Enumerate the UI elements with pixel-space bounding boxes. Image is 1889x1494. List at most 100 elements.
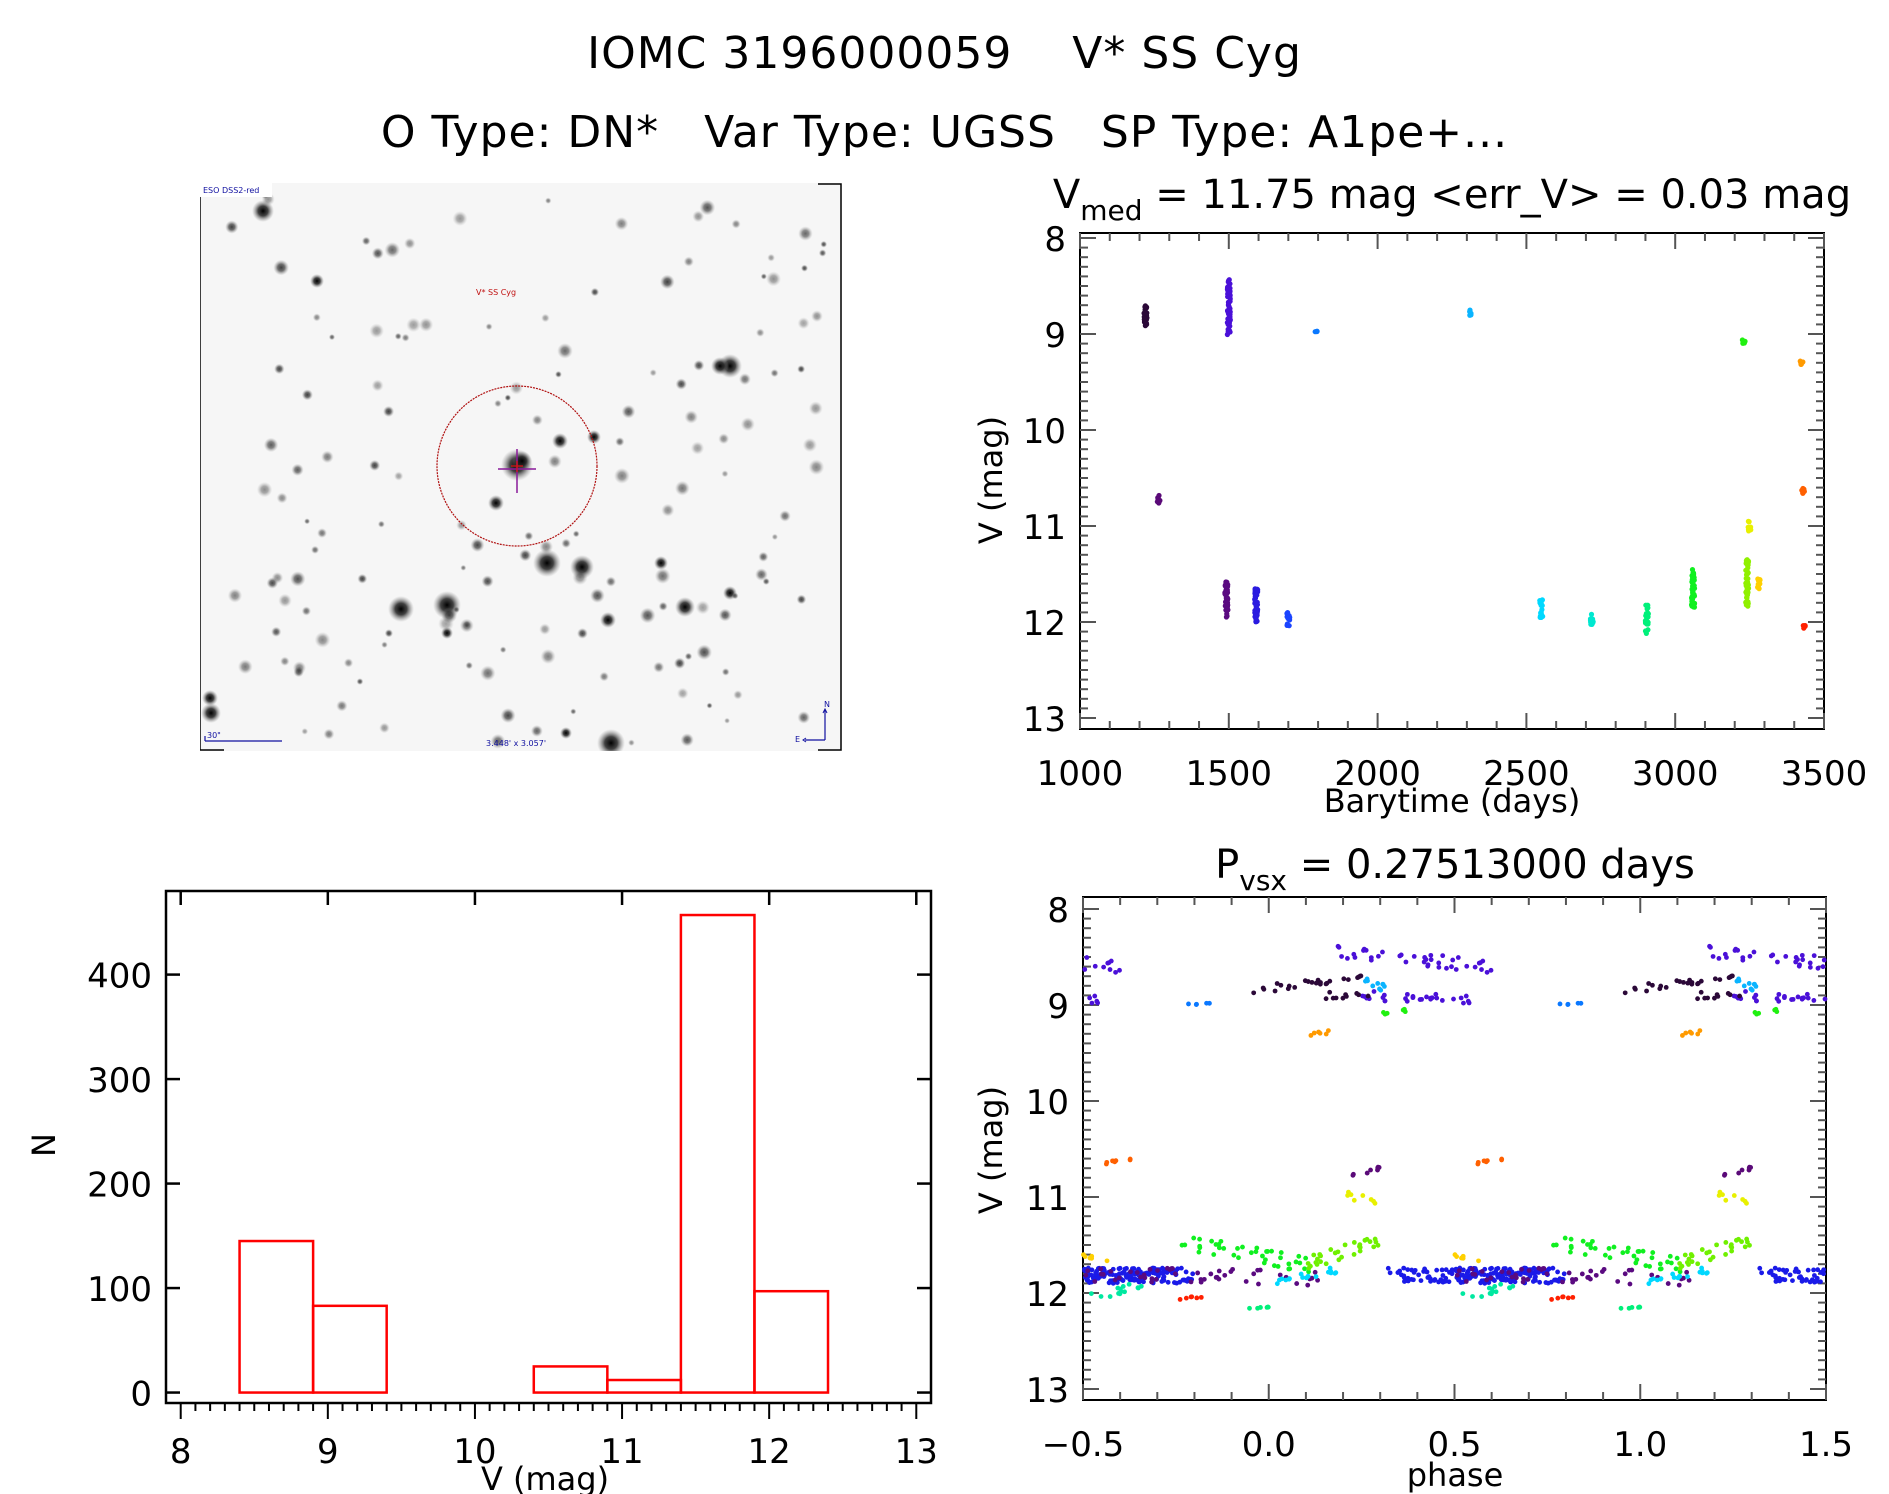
star: [613, 467, 630, 484]
phase-point: [1084, 955, 1090, 960]
phase-point: [1083, 1272, 1089, 1278]
star: [699, 199, 716, 216]
phase-point: [1490, 1289, 1496, 1294]
phase-point: [1124, 1274, 1129, 1280]
phase-point: [1798, 1274, 1803, 1280]
phase-point: [1368, 1167, 1373, 1173]
phase-point: [1705, 995, 1710, 1001]
data-point: [1744, 557, 1750, 563]
phase-point: [1112, 1279, 1118, 1285]
data-point: [1254, 618, 1260, 624]
phase-point: [1305, 1261, 1311, 1266]
phase-point: [1333, 995, 1339, 1001]
phase-point: [1375, 1164, 1381, 1170]
phase-point: [1159, 1279, 1165, 1284]
phase-point: [1526, 1268, 1532, 1273]
phase-point: [1588, 1245, 1594, 1251]
star: [530, 725, 543, 737]
data-point: [1755, 576, 1761, 582]
star: [554, 370, 562, 378]
star: [438, 615, 454, 632]
phase-point: [1569, 1277, 1575, 1282]
phase-point: [1524, 1271, 1530, 1276]
phase-point: [1402, 1009, 1408, 1015]
phase-point: [1426, 1274, 1432, 1280]
data-point: [1143, 321, 1150, 328]
data-point: [1224, 613, 1230, 619]
data-point: [1690, 571, 1697, 578]
data-point: [1743, 599, 1749, 605]
phase-point: [1803, 1278, 1809, 1283]
phase-point: [1087, 995, 1093, 1001]
star: [379, 722, 390, 734]
phase-point: [1136, 1266, 1141, 1272]
star: [470, 538, 485, 553]
phase-point: [1686, 1262, 1691, 1267]
phase-point: [1697, 1028, 1703, 1034]
phase-point: [1735, 995, 1741, 1001]
x-tick-label: 11: [600, 1432, 643, 1472]
phase-point: [1533, 1268, 1539, 1274]
data-point: [1143, 313, 1150, 319]
phase-point: [1351, 1252, 1357, 1257]
star: [547, 454, 562, 469]
phase-point: [1532, 1266, 1538, 1272]
phase-point: [1214, 1274, 1220, 1280]
phase-point: [1704, 1250, 1710, 1256]
phase-point: [1094, 998, 1100, 1004]
phase-point: [1317, 1252, 1323, 1257]
data-point: [1253, 611, 1259, 618]
phase-point: [1157, 1270, 1163, 1276]
phase-point: [1748, 986, 1754, 992]
phase-point: [1257, 1267, 1263, 1273]
phase-point: [1443, 1275, 1449, 1281]
phase-point: [1544, 1268, 1550, 1273]
data-point: [1798, 361, 1804, 367]
data-point: [1225, 316, 1231, 322]
data-point: [1226, 292, 1232, 298]
phase-point: [1478, 1280, 1483, 1286]
phase-point: [1793, 955, 1799, 960]
phase-point: [1409, 1267, 1415, 1273]
star: [561, 538, 571, 549]
phase-point: [1796, 1269, 1801, 1275]
star: [733, 690, 743, 700]
data-point: [1141, 318, 1148, 325]
phase-point: [1811, 1267, 1816, 1273]
phase-point: [1441, 1279, 1446, 1285]
x-tick-label: 3000: [1632, 754, 1719, 794]
phase-point: [1801, 995, 1807, 1001]
phase-point: [1113, 969, 1118, 975]
phase-point: [1773, 1006, 1779, 1012]
phase-point: [1469, 1271, 1475, 1277]
phase-point: [1341, 976, 1347, 982]
star: [674, 480, 690, 496]
phase-point: [1364, 1236, 1370, 1242]
star: [673, 657, 686, 669]
data-point: [1143, 310, 1150, 316]
phase-point: [1726, 975, 1732, 981]
phase-point: [1351, 1240, 1357, 1245]
phase-point: [1507, 1272, 1513, 1278]
phase-point: [1485, 1277, 1491, 1283]
star: [684, 410, 698, 424]
phase-point: [1127, 1277, 1133, 1283]
phase-point: [1736, 976, 1742, 982]
phase-point: [1736, 978, 1742, 984]
phase-point: [1582, 1252, 1588, 1257]
data-point: [1801, 625, 1807, 631]
star: [676, 687, 689, 700]
phase-point: [1474, 1271, 1480, 1276]
phase-point: [1538, 1267, 1544, 1272]
phase-point: [1774, 1009, 1780, 1015]
phase-point: [1540, 1266, 1546, 1271]
phase-point: [1318, 980, 1323, 985]
phase-point: [1131, 1266, 1137, 1271]
star: [675, 378, 688, 390]
phase-point: [1382, 983, 1387, 989]
data-point: [1227, 298, 1233, 304]
phase-point: [1428, 1278, 1433, 1284]
phase-point: [1686, 1256, 1692, 1262]
star: [343, 658, 354, 668]
data-point: [1538, 599, 1544, 605]
